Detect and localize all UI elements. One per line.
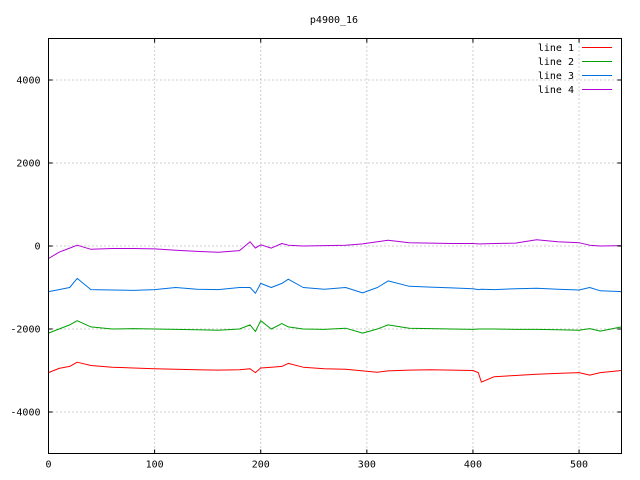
series-line-1 — [48, 361, 622, 383]
x-tick-label: 0 — [45, 460, 51, 471]
y-tick-label: 0 — [34, 242, 40, 253]
series-line-3 — [48, 277, 622, 294]
x-tick-label: 400 — [464, 460, 482, 471]
y-tick-label: -2000 — [10, 325, 40, 336]
x-tick-label: 500 — [570, 460, 588, 471]
series-line-4 — [48, 239, 622, 259]
legend: line 1 line 2 line 3 line 4 — [538, 43, 612, 96]
x-tick-label: 100 — [146, 460, 164, 471]
legend-label-2: line 2 — [538, 57, 574, 68]
y-tick-label: -4000 — [10, 408, 40, 419]
chart-title: p4900_16 — [310, 15, 358, 26]
x-tick-label: 200 — [252, 460, 270, 471]
plot-frame — [48, 38, 622, 454]
legend-label-4: line 4 — [538, 85, 574, 96]
grid — [48, 38, 622, 454]
y-tick-label: 2000 — [16, 159, 40, 170]
legend-label-1: line 1 — [538, 43, 574, 54]
axis-ticks: 0 100 200 300 400 500 -4000 -2000 0 2000 4000 — [10, 38, 622, 471]
x-tick-label: 300 — [358, 460, 376, 471]
series-lines — [48, 239, 622, 383]
series-line-2 — [48, 320, 622, 334]
y-tick-label: 4000 — [16, 76, 40, 87]
legend-label-3: line 3 — [538, 71, 574, 82]
